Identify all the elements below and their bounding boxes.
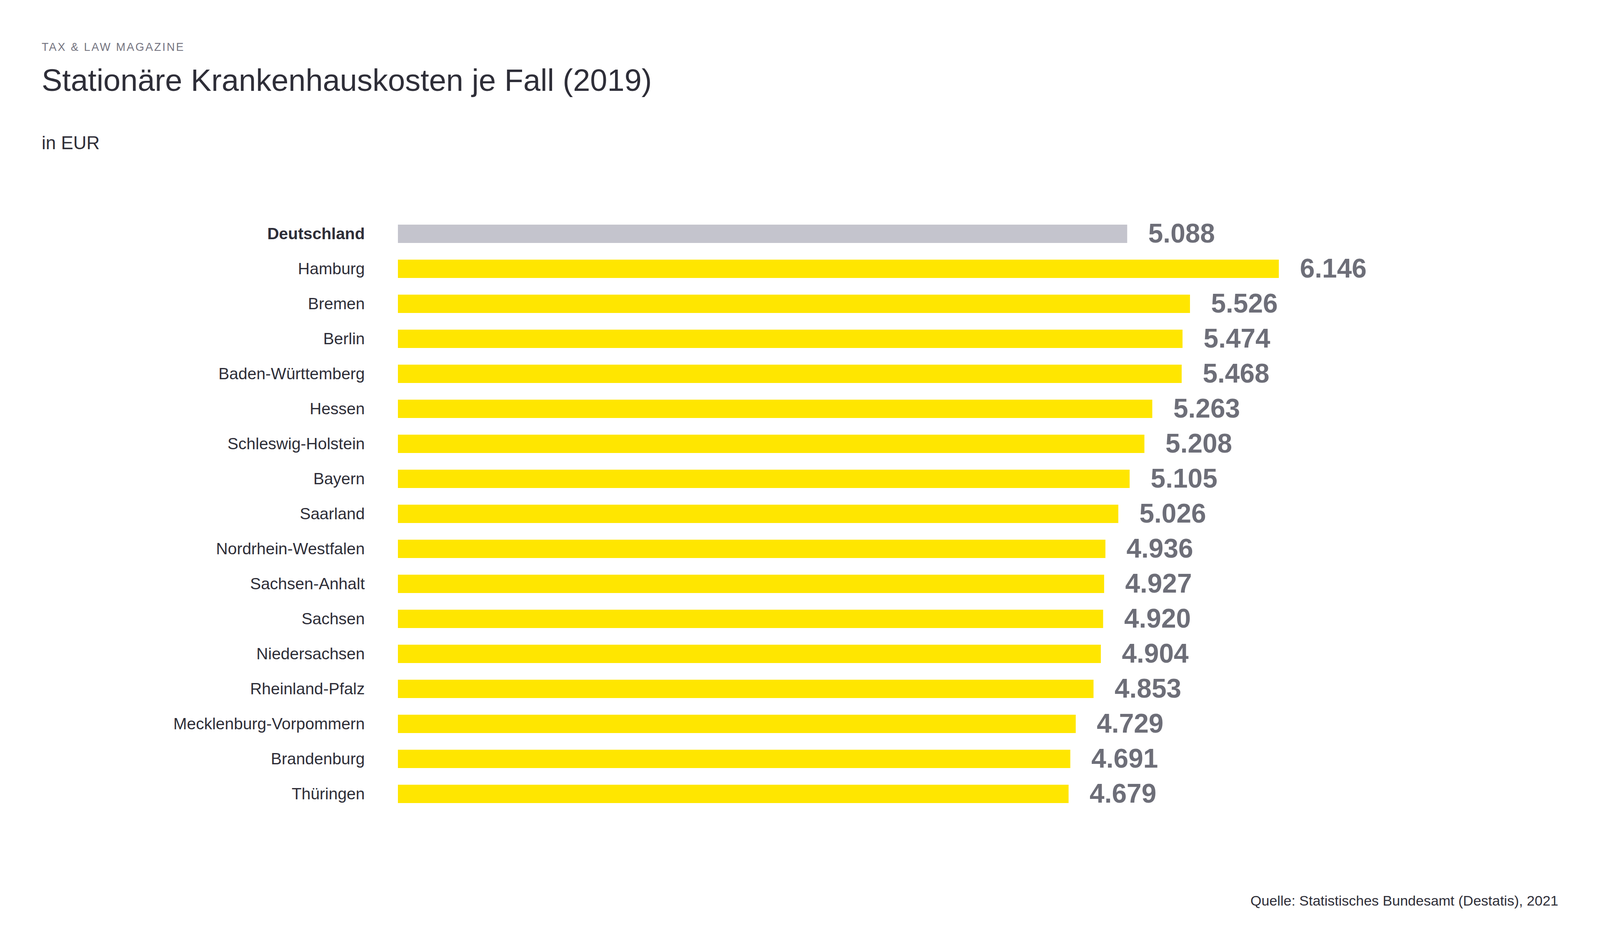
svg-text:5.208: 5.208 [1165,428,1233,459]
svg-text:Niedersachsen: Niedersachsen [256,644,365,663]
svg-text:5.088: 5.088 [1148,218,1215,249]
html-text:Stationäre Krankenhauskosten j: Stationäre Krankenhauskosten je Fall (20… [41,62,652,98]
svg-text:Saarland: Saarland [299,504,365,523]
svg-text:Bremen: Bremen [307,294,365,313]
svg-text:5.468: 5.468 [1202,358,1270,389]
svg-text:4.691: 4.691 [1091,743,1158,774]
svg-text:Hessen: Hessen [309,399,365,418]
html-text:TAX & LAW MAGAZINE: TAX & LAW MAGAZINE [41,40,185,54]
svg-text:Hamburg: Hamburg [297,259,365,278]
svg-text:Nordrhein-Westfalen: Nordrhein-Westfalen [216,539,365,558]
svg-text:Brandenburg: Brandenburg [270,749,365,768]
svg-text:4.679: 4.679 [1089,778,1157,809]
svg-text:Bayern: Bayern [313,469,365,488]
svg-text:6.146: 6.146 [1300,253,1367,284]
svg-text:5.263: 5.263 [1173,393,1240,424]
svg-text:4.936: 4.936 [1126,533,1193,564]
svg-text:Baden-Württemberg: Baden-Württemberg [218,364,365,383]
html-text:Quelle: Statistisches Bundesam: Quelle: Statistisches Bundesamt (Destati… [1250,892,1559,909]
svg-text:Mecklenburg-Vorpommern: Mecklenburg-Vorpommern [173,714,365,733]
svg-text:Deutschland: Deutschland [267,224,365,243]
svg-text:Schleswig-Holstein: Schleswig-Holstein [227,434,365,453]
svg-text:5.474: 5.474 [1203,323,1271,354]
svg-text:Sachsen: Sachsen [301,609,365,628]
svg-text:Berlin: Berlin [323,329,365,348]
svg-text:4.927: 4.927 [1125,568,1192,599]
svg-text:4.920: 4.920 [1124,603,1191,634]
svg-text:Thüringen: Thüringen [291,784,365,803]
svg-text:Rheinland-Pfalz: Rheinland-Pfalz [250,679,365,698]
svg-text:5.105: 5.105 [1150,463,1218,494]
svg-text:4.853: 4.853 [1114,673,1182,704]
svg-text:4.904: 4.904 [1121,638,1189,669]
svg-text:5.526: 5.526 [1210,288,1278,319]
svg-text:Sachsen-Anhalt: Sachsen-Anhalt [250,574,365,593]
svg-text:5.026: 5.026 [1139,498,1206,529]
svg-text:4.729: 4.729 [1096,708,1164,739]
html-text:in EUR: in EUR [41,132,100,153]
